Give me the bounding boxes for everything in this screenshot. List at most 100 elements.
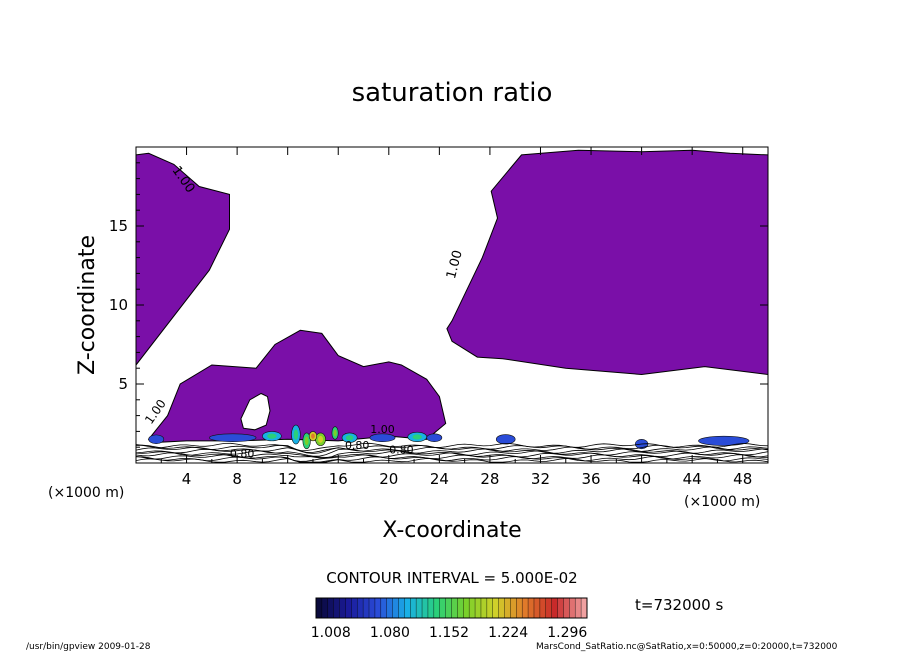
colorbar-cell [522,598,529,618]
colorbar-tick-label: 1.296 [547,625,587,641]
colorbar-cell [386,598,393,618]
x-tick-label: 24 [430,470,449,488]
colorbar-cell [480,598,488,618]
contour-label: 0.80 [230,447,255,460]
colorbar-tick-label: 1.152 [429,625,469,641]
z-axis-ticks: 5 10 15 [109,162,768,448]
colorbar-cell [545,598,552,618]
x-tick-label: 16 [329,470,348,488]
colorbar-cell [469,598,476,618]
region-upper-left-supersaturated [136,152,230,366]
surface-contour-lines [136,442,768,463]
colorbar-tick-labels: 1.008 1.080 1.152 1.224 1.296 [311,625,588,641]
colorbar-cell [404,598,411,618]
colorbar-cell [357,598,364,618]
contour-label: 1.00 [370,423,395,436]
colorbar-cell [333,598,340,618]
colorbar-cell [427,598,435,618]
colorbar-cell [392,598,399,618]
colorbar-cell [445,598,452,618]
colorbar-cell [539,598,546,618]
contour-label: 0.80 [389,444,414,457]
time-label: t=732000 s [635,596,723,614]
footer-left: /usr/bin/gpview 2009-01-28 [26,642,151,652]
colorbar-cell [492,598,499,618]
surface-line-4 [136,450,768,459]
blob-12 [495,434,516,445]
colorbar-cell [345,598,352,618]
region-upper-right-supersaturated [446,149,768,376]
x-tick-label: 32 [531,470,550,488]
colorbar-cell [457,598,464,618]
colorbar-cell [498,598,505,618]
surface-line-0 [136,458,768,463]
blob-core-4 [304,436,309,446]
colorbar-cell [380,598,387,618]
colorbar-tick-label: 1.008 [311,625,351,641]
x-tick-label: 36 [581,470,600,488]
z-tick-label: 10 [109,296,128,314]
region-cloud-hole [240,392,271,431]
colorbar-cell [351,598,358,618]
x-axis-label: X-coordinate [382,518,521,543]
contour-label: 1.00 [444,249,466,281]
x-tick-label: 12 [278,470,297,488]
colorbar-cell [516,598,523,618]
colorbar-cell [557,598,564,618]
colorbar-tick-label: 1.224 [488,625,528,641]
colorbar-cell [486,598,493,618]
surface-line-1 [136,456,768,463]
x-tick-label: 8 [232,470,242,488]
colorbar-cell [339,598,346,618]
colorbar-cell [422,598,429,618]
colorbar-frame [315,597,588,619]
colorbar-cell [321,598,328,618]
blob-core-6 [311,433,315,439]
x-unit-label-right: (×1000 m) [684,494,760,510]
x-tick-label: 40 [632,470,651,488]
colorbar-cell [504,598,511,618]
contour-regions [136,149,768,444]
surface-line-5 [136,448,768,457]
contour-label: 0.80 [345,439,370,452]
blob-14 [698,435,750,446]
x-tick-label: 48 [733,470,752,488]
surface-line-6 [136,446,768,454]
colorbar-cell [369,598,376,618]
blob-1 [209,433,257,442]
x-tick-label: 28 [480,470,499,488]
z-tick-label: 5 [118,375,128,393]
blob-core-7 [333,429,337,437]
footer-right: MarsCond_SatRatio.nc@SatRatio,x=0:50000,… [536,642,838,652]
surface-line-8 [136,442,768,451]
colorbar-cell [327,598,334,618]
colorbar-cell [416,598,423,618]
colorbar-cell [528,598,535,618]
colorbar-cell [363,598,370,618]
blob-core-2 [267,433,277,439]
z-tick-label: 15 [109,217,128,235]
colorbar-tick-label: 1.080 [370,625,410,641]
colorbar-cell [533,598,541,618]
colorbar-cell [433,598,440,618]
colorbar-cell [463,598,470,618]
blob-core-3 [293,429,299,440]
blob-9 [369,433,396,442]
colorbar-cell [451,598,458,618]
z-axis-label: Z-coordinate [75,235,100,375]
blob-core-8 [345,435,354,441]
colorbar-cell [563,598,570,618]
blob-core-5 [318,435,324,443]
blob-0 [148,434,165,445]
blob-11 [426,433,443,442]
colorbar-cell [398,598,405,618]
chart-title: saturation ratio [352,78,553,108]
x-axis-ticks: 4 8 12 16 20 24 28 32 36 40 44 48 [160,147,752,488]
x-tick-label: 20 [379,470,398,488]
colorbar [315,598,588,618]
colorbar-cell [575,598,582,618]
colorbar-cell [410,598,417,618]
colorbar-cell [581,598,588,618]
colorbar-cell [439,598,446,618]
